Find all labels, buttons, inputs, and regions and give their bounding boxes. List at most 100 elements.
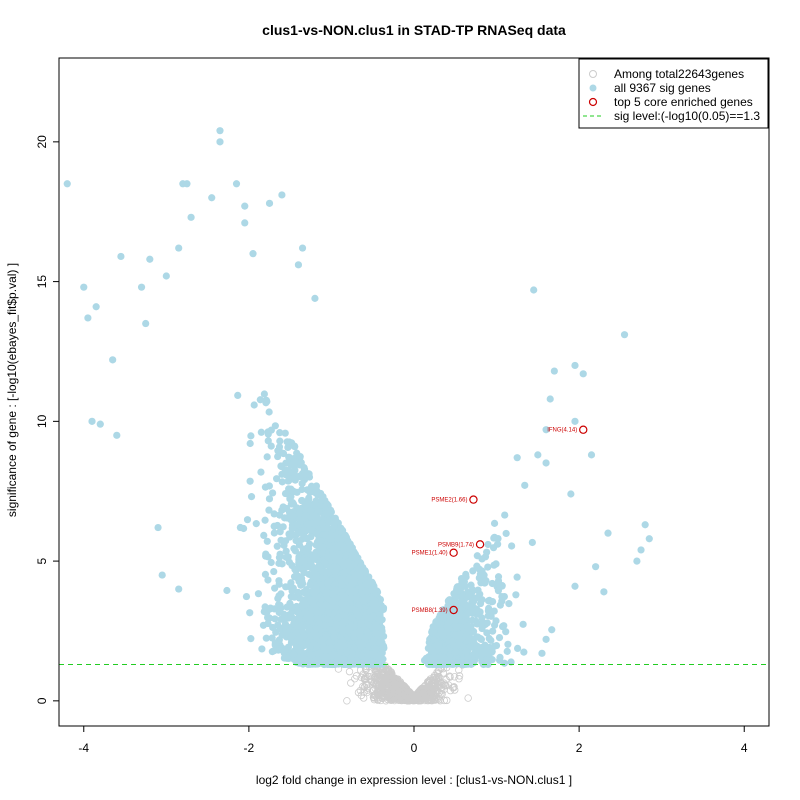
gene-point-sig [357,627,365,635]
gene-point-sig [281,614,290,622]
gene-point-sig [270,522,278,530]
gene-point-sig [504,640,512,648]
gene-point-sig [317,537,325,545]
gene-point-sig [372,621,380,630]
gene-point-sig [301,601,310,609]
gene-point-sig [246,439,254,448]
x-tick-label: -4 [78,741,89,755]
gene-point-sig [254,590,263,598]
gene-point-sig [264,437,272,445]
gene-point-nonsig [433,673,441,682]
top-gene-label: PSMB9(1.74) [438,542,474,548]
gene-point-sig [307,651,315,659]
gene-point-nonsig [421,693,429,702]
gene-point-sig [247,635,255,643]
gene-point-sig [321,558,329,566]
gene-point-sig [345,605,353,613]
gene-point-sig [445,613,453,621]
gene-point-sig [295,541,304,549]
gene-point-sig [363,628,371,636]
gene-point-sig [376,616,384,624]
gene-point-sig [496,601,504,609]
gene-point-nonsig [402,691,411,700]
gene-point-sig [284,553,292,561]
gene-point-sig [289,512,297,520]
gene-point-nonsig [426,696,434,704]
gene-point-sig [304,544,313,553]
gene-point-sig [274,447,282,455]
gene-point-sig [268,648,276,656]
gene-point-nonsig [435,695,443,704]
gene-point-nonsig [420,689,429,697]
gene-point-sig [273,475,281,483]
gene-point-nonsig [362,672,370,681]
gene-point-nonsig [425,677,433,685]
gene-point-sig [274,621,282,629]
gene-point-sig [276,437,284,445]
gene-point-sig [325,541,333,549]
gene-point-sig [337,575,345,583]
gene-point-sig [451,642,459,650]
gene-point-sig [290,469,298,477]
gene-point-outlier [232,180,241,188]
gene-point-outlier [587,451,596,459]
gene-point-nonsig [418,684,426,693]
gene-point-sig [258,645,266,653]
gene-point-sig [260,531,268,539]
gene-point-sig [306,580,314,589]
gene-point-sig [483,619,491,627]
gene-point-outlier [249,250,257,258]
gene-point-sig [485,634,493,643]
gene-point-sig [323,654,331,663]
gene-point-nonsig [406,691,414,699]
gene-point-outlier [592,563,600,571]
gene-point-sig [263,453,271,461]
gene-point-sig [273,542,281,550]
gene-point-sig [364,621,372,629]
gene-point-sig [313,655,322,664]
gene-point-outlier [84,314,92,322]
gene-point-sig [288,632,296,640]
gene-point-sig [264,576,272,584]
gene-point-sig [521,481,529,489]
gene-point-sig [348,553,356,561]
gene-point-sig [223,586,231,595]
top-gene-label: PSMB8(1.39) [412,608,448,614]
top-genes-layer: IFNG(4.14)PSME2(1.66)PSMB9(1.74)PSME1(1.… [412,425,588,615]
gene-point-outlier [109,356,117,364]
gene-point-sig [257,468,265,476]
gene-point-outlier [187,213,195,221]
gene-point-sig [366,614,374,622]
gene-point-nonsig [359,670,367,678]
legend-box [578,58,769,129]
x-tick-label: 2 [576,741,583,755]
gene-point-nonsig [345,667,354,676]
gene-point-sig [456,612,464,620]
gene-point-sig [340,545,348,553]
gene-point-sig [279,523,287,531]
gene-point-sig [328,626,336,635]
x-tick-label: 0 [411,741,418,755]
gene-point-sig [473,620,481,628]
gene-point-sig [278,631,286,639]
gene-point-sig [302,511,310,520]
gene-point-sig [331,659,339,667]
gene-point-nonsig [383,693,392,702]
gene-point-sig [265,506,273,514]
gene-point-sig [295,646,303,654]
gene-point-sig [276,601,284,610]
legend-marker-total [589,70,597,78]
gene-point-sig [326,534,334,543]
gene-point-sig [463,622,471,630]
gene-point-sig [489,627,497,635]
gene-point-sig [266,605,274,613]
gene-point-sig [496,653,504,661]
gene-point-sig [452,623,461,631]
points-layer [63,127,653,705]
gene-point-nonsig [361,676,369,684]
gene-point-sig [305,494,313,502]
gene-point-outlier [117,252,125,261]
gene-point-sig [456,586,464,594]
gene-point-nonsig [391,695,400,703]
gene-point-outlier [113,431,121,439]
